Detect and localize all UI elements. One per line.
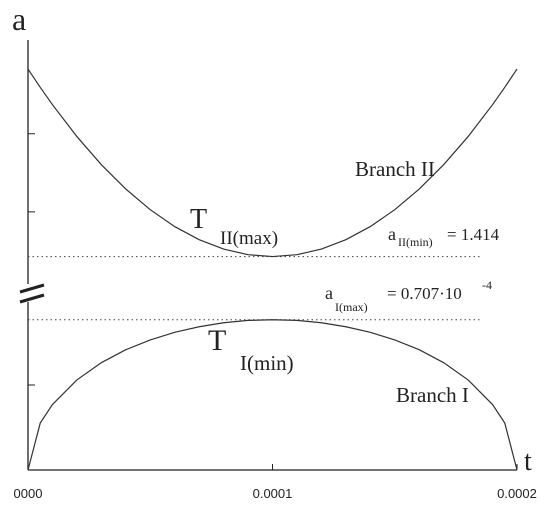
x-axis-label: t — [524, 446, 532, 477]
annotation-base: T — [190, 204, 207, 235]
annotation-base: a — [388, 224, 396, 244]
annotation-base: T — [208, 324, 226, 357]
annotation-sub: II(min) — [398, 235, 433, 249]
x-tick-label: 0.0001 — [253, 486, 293, 501]
x-tick-label: 0000 — [14, 486, 43, 501]
annotation-sub: II(max) — [220, 228, 278, 249]
annotation-text: = 0.707·10 — [387, 284, 462, 303]
annotation-sub: I(min) — [240, 351, 294, 375]
axis-break — [19, 283, 45, 304]
annotation-sub: I(max) — [335, 300, 368, 314]
series-label: Branch II — [355, 157, 435, 181]
series-line — [27, 68, 518, 258]
y-axis-label: a — [12, 1, 26, 37]
annotation-base: a — [325, 283, 333, 303]
annotation-sup: -4 — [482, 278, 492, 292]
series-line — [27, 319, 518, 471]
x-tick-label: 0.0002 — [497, 486, 537, 501]
series-label: Branch I — [396, 383, 469, 407]
annotation-text: = 1.414 — [447, 225, 500, 244]
